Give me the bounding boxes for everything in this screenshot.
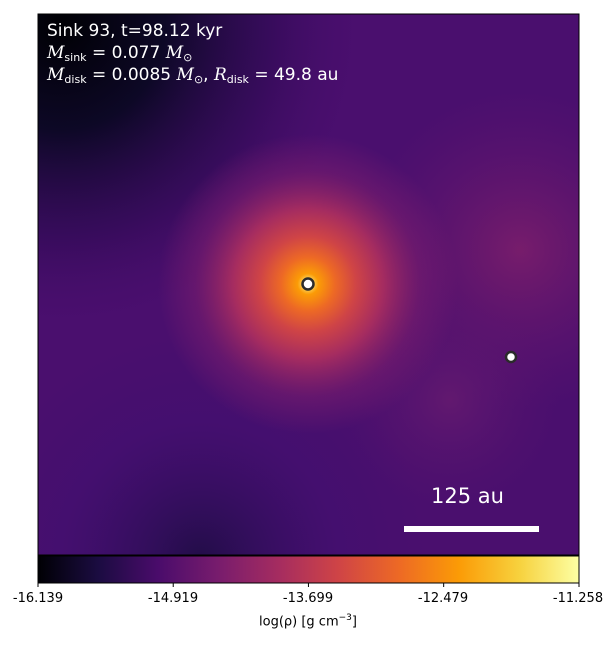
colorbar-tick-label: -14.919 bbox=[147, 591, 199, 606]
r-disk-value: = 49.8 au bbox=[248, 65, 339, 85]
scale-bar-label: 125 au bbox=[431, 484, 504, 508]
m-sink-subscript: sink bbox=[64, 51, 87, 64]
colorbar-tick-label: -13.699 bbox=[282, 591, 334, 606]
title-annotation: Sink 93, t=98.12 kyr bbox=[47, 21, 223, 41]
colorbar-tick-label: -16.139 bbox=[12, 591, 64, 606]
sink-mass-annotation: Msink = 0.077 M⊙ bbox=[47, 42, 192, 69]
m-disk-symbol: M bbox=[47, 65, 65, 85]
colorbar bbox=[38, 556, 579, 583]
m-sink-symbol: M bbox=[47, 43, 65, 63]
msun-symbol-1: M bbox=[165, 43, 184, 63]
colorbar-label-prefix: log(ρ) [g cm bbox=[259, 614, 339, 630]
central-sink-marker bbox=[301, 277, 315, 291]
r-disk-symbol: R bbox=[213, 65, 227, 85]
plot-frame bbox=[37, 13, 580, 556]
colorbar-tick-label: -11.258 bbox=[552, 591, 604, 606]
msun-symbol-2: M bbox=[176, 65, 194, 85]
m-disk-value: = 0.0085 bbox=[86, 65, 177, 85]
m-disk-subscript: disk bbox=[64, 73, 87, 86]
msun-subscript-2: ⊙ bbox=[193, 73, 204, 86]
colorbar-label-exponent: −3 bbox=[338, 613, 352, 623]
m-sink-value: = 0.077 bbox=[86, 43, 166, 63]
colorbar-label: log(ρ) [g cm−3] bbox=[259, 613, 357, 629]
colorbar-ticks bbox=[37, 583, 580, 587]
companion-sink-marker bbox=[504, 350, 518, 364]
msun-subscript-1: ⊙ bbox=[183, 51, 193, 64]
colorbar-tick-label: -12.479 bbox=[417, 591, 469, 606]
r-disk-subscript: disk bbox=[226, 73, 249, 86]
scale-bar bbox=[404, 526, 539, 532]
disk-annotation: Mdisk = 0.0085 M⊙, Rdisk = 49.8 au bbox=[47, 65, 339, 86]
colorbar-label-suffix: ] bbox=[351, 614, 357, 630]
